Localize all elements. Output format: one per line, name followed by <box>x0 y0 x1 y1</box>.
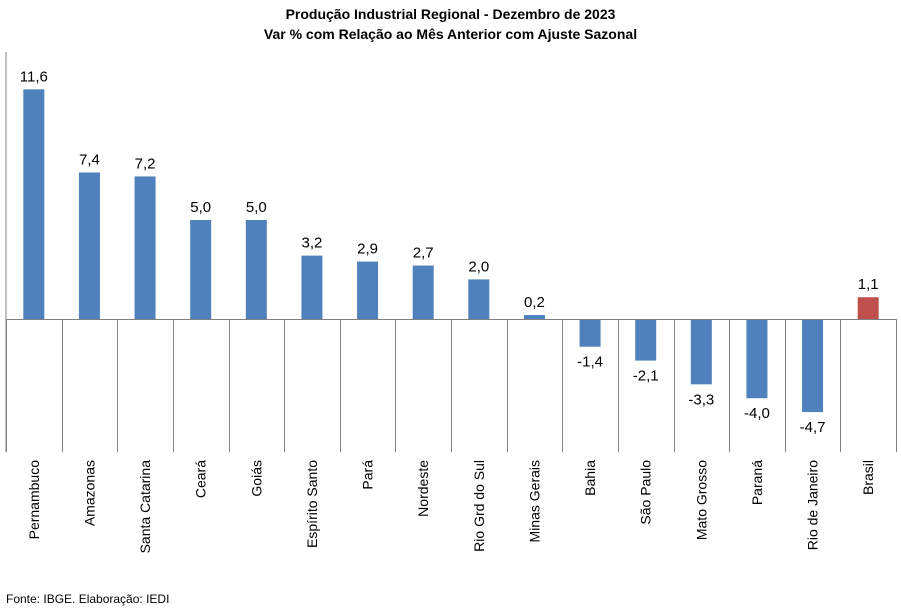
category-label-3: Ceará <box>193 460 209 498</box>
data-label-8: 2,0 <box>468 258 489 275</box>
category-label-11: São Paulo <box>638 460 654 525</box>
bar-9 <box>523 315 545 319</box>
category-label-5: Espírito Santo <box>304 460 320 548</box>
data-label-6: 2,9 <box>357 241 378 258</box>
chart-title: Produção Industrial Regional - Dezembro … <box>285 6 616 22</box>
data-label-1: 7,4 <box>79 151 100 168</box>
bar-0 <box>23 89 45 319</box>
bar-2 <box>134 176 156 319</box>
bar-8 <box>468 279 490 319</box>
bar-7 <box>412 265 434 319</box>
category-label-10: Bahia <box>582 460 598 496</box>
bar-12 <box>690 319 712 385</box>
bar-3 <box>190 220 212 319</box>
data-label-14: -4,7 <box>800 419 826 436</box>
bar-6 <box>357 261 379 319</box>
category-label-7: Nordeste <box>415 460 431 517</box>
category-label-15: Brasil <box>860 460 876 495</box>
category-label-1: Amazonas <box>81 460 97 526</box>
category-label-8: Rio Grd do Sul <box>471 460 487 552</box>
chart-title-block: Produção Industrial Regional - Dezembro … <box>0 4 901 44</box>
source-note: Fonte: IBGE. Elaboração: IEDI <box>6 592 170 606</box>
bar-15 <box>857 297 879 319</box>
bar-1 <box>78 172 100 319</box>
bar-10 <box>579 319 601 347</box>
category-label-0: Pernambuco <box>26 460 42 540</box>
category-label-13: Paraná <box>749 460 765 505</box>
category-label-6: Pará <box>360 460 376 490</box>
category-label-14: Rio de Janeiro <box>805 460 821 550</box>
plot-area: 11,6 Pernambuco 7,4 Amazonas 7,2 Santa Catari… <box>5 52 897 554</box>
bar-13 <box>746 319 768 399</box>
data-label-4: 5,0 <box>246 199 267 216</box>
data-label-10: -1,4 <box>577 354 603 371</box>
bar-14 <box>802 319 824 413</box>
data-label-0: 11,6 <box>20 68 48 85</box>
bar-5 <box>301 255 323 319</box>
chart-subtitle: Var % com Relação ao Mês Anterior com Aj… <box>263 26 638 42</box>
data-label-12: -3,3 <box>688 391 714 408</box>
data-label-7: 2,7 <box>413 245 434 262</box>
data-label-15: 1,1 <box>858 276 879 293</box>
data-label-2: 7,2 <box>135 155 156 172</box>
data-label-11: -2,1 <box>633 368 659 385</box>
bar-4 <box>245 220 267 319</box>
category-label-12: Mato Grosso <box>693 460 709 540</box>
data-label-9: 0,2 <box>524 294 545 311</box>
category-label-9: Minas Gerais <box>526 460 542 542</box>
data-label-5: 3,2 <box>302 235 323 252</box>
category-label-2: Santa Catarina <box>137 460 153 554</box>
bar-11 <box>635 319 657 361</box>
data-label-3: 5,0 <box>190 199 211 216</box>
data-label-13: -4,0 <box>744 405 770 422</box>
category-label-4: Goiás <box>248 460 264 497</box>
